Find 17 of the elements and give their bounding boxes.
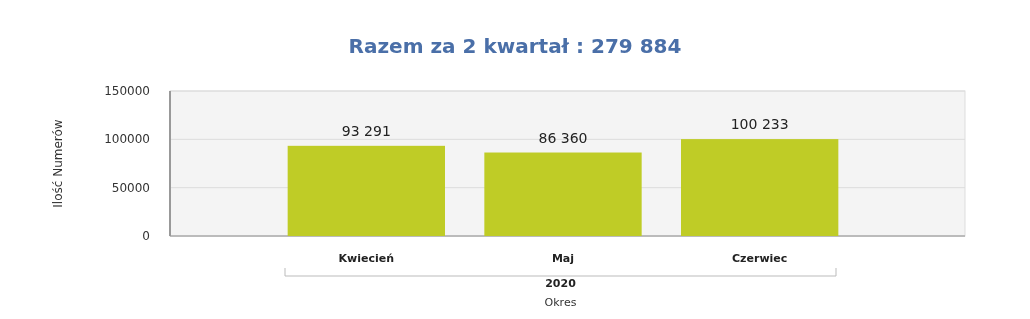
x-tick-label: Kwiecień bbox=[338, 252, 395, 265]
bar bbox=[681, 139, 839, 236]
y-axis-title: Ilość Numerów bbox=[51, 119, 65, 208]
y-tick-label: 100000 bbox=[104, 132, 150, 147]
x-axis-title: Okres bbox=[544, 296, 577, 309]
x-tick-label: Maj bbox=[551, 252, 575, 265]
data-label: 100 233 bbox=[730, 116, 789, 133]
y-tick-label: 50000 bbox=[111, 180, 150, 195]
text: 2020 bbox=[545, 277, 577, 290]
bar bbox=[484, 152, 642, 236]
chart-title: Razem za 2 kwartał : 279 884 bbox=[348, 34, 682, 58]
y-tick-label: 150000 bbox=[104, 84, 150, 98]
data-label: 86 360 bbox=[538, 129, 588, 146]
bar bbox=[287, 145, 445, 236]
y-tick-label: 0 bbox=[142, 229, 150, 243]
data-label: 93 291 bbox=[341, 122, 391, 139]
x-tick-label: Czerwiec bbox=[732, 252, 788, 265]
